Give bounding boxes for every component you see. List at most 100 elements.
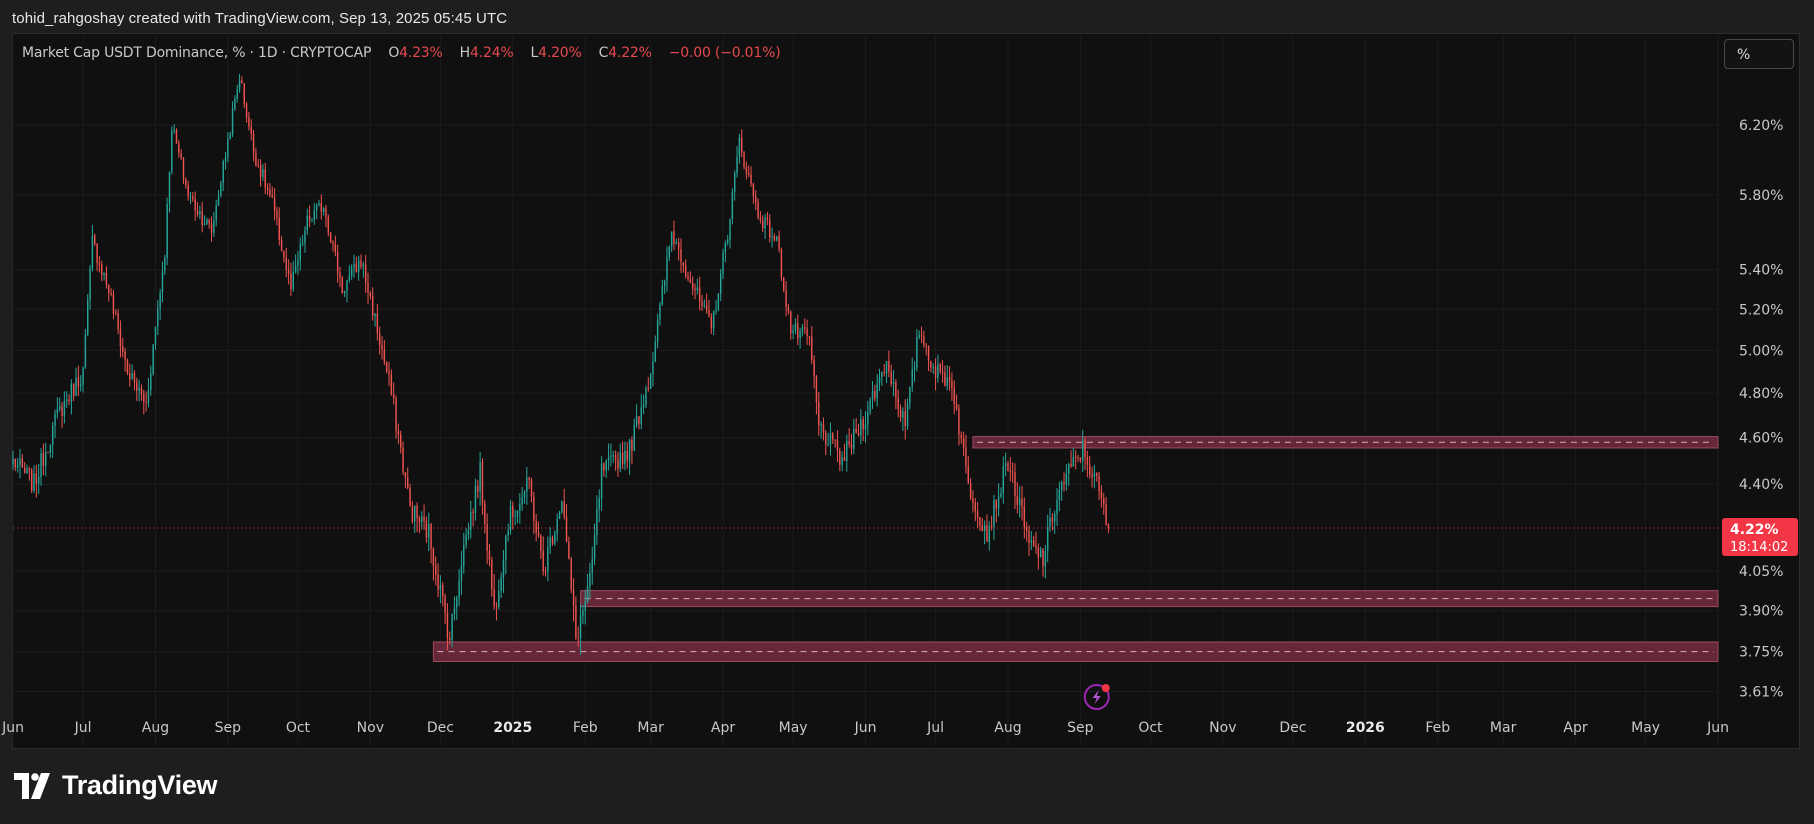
y-axis-tick-label: 3.75%: [1739, 645, 1783, 661]
candle-body: [19, 458, 21, 466]
candle-body: [217, 196, 220, 206]
candle-body: [944, 372, 946, 387]
candle-body: [390, 374, 393, 395]
candle-body: [556, 518, 558, 533]
candle-body: [783, 277, 785, 291]
candle-body: [495, 606, 498, 608]
candle-body: [969, 482, 972, 499]
candle-body: [30, 470, 33, 491]
candle-body: [411, 506, 414, 522]
candle-body: [479, 462, 481, 492]
candle-body: [867, 411, 869, 425]
candle-body: [619, 452, 621, 469]
candle-body: [311, 219, 313, 221]
candle-body: [815, 376, 818, 402]
candle-body: [834, 439, 836, 441]
candle-body: [736, 156, 738, 174]
candle-body: [715, 309, 717, 312]
candle-body: [180, 153, 182, 159]
candle-body: [231, 108, 234, 135]
candle-body: [301, 243, 304, 245]
candle-body: [1096, 472, 1098, 476]
candle-body: [1098, 475, 1100, 491]
candle-body: [1030, 540, 1033, 544]
x-axis-tick-label: Apr: [711, 720, 735, 736]
candle-body: [227, 139, 229, 157]
candle-body: [673, 231, 675, 244]
candle-body: [1053, 513, 1056, 522]
candle-body: [909, 386, 911, 404]
candle-body: [988, 525, 991, 542]
candle-body: [80, 384, 82, 387]
candle-body: [722, 252, 724, 275]
candle-body: [1058, 490, 1061, 501]
candle-body: [178, 143, 180, 154]
candle-body: [974, 502, 976, 512]
x-axis-tick-label: Aug: [994, 720, 1021, 736]
candle-body: [75, 377, 77, 396]
candle-body: [322, 208, 325, 212]
candle-body: [16, 465, 19, 468]
candle-body: [752, 183, 755, 197]
candle-body: [488, 550, 491, 561]
candle-body: [925, 345, 927, 347]
candle-body: [755, 196, 757, 203]
candle-body: [953, 388, 955, 405]
x-axis-tick-label: Dec: [427, 720, 454, 736]
candle-body: [166, 204, 168, 258]
candle-body: [336, 251, 339, 273]
candle-body: [937, 364, 939, 378]
candle-body: [185, 178, 187, 186]
percent-scale-button[interactable]: %: [1724, 39, 1794, 69]
candle-body: [960, 434, 962, 439]
candle-body: [965, 447, 967, 467]
lightning-bolt: [1092, 690, 1101, 704]
candle-body: [451, 614, 453, 641]
candle-body: [962, 438, 965, 448]
candle-body: [647, 388, 650, 390]
candle-body: [297, 260, 299, 266]
x-axis-tick-label: May: [779, 720, 808, 736]
candle-body: [850, 444, 853, 449]
candle-body: [432, 548, 435, 566]
candle-body: [733, 173, 736, 192]
x-axis-tick-label: Oct: [1138, 720, 1163, 736]
candle-body: [876, 383, 878, 399]
x-axis-tick-label: 2025: [493, 720, 532, 736]
candle-body: [792, 330, 794, 333]
high-value: 4.24%: [470, 45, 514, 61]
candle-body: [23, 467, 26, 474]
candle-body: [96, 243, 98, 263]
candle-body: [766, 217, 769, 220]
candle-body: [486, 523, 488, 551]
candle-body: [906, 403, 909, 427]
candle-body: [175, 129, 178, 144]
candle-body: [350, 267, 353, 276]
candle-body: [787, 307, 790, 312]
candle-body: [1084, 440, 1086, 458]
tradingview-branding[interactable]: TradingView: [14, 770, 218, 801]
candle-body: [280, 240, 283, 252]
candle-body: [923, 336, 925, 346]
candle-body: [607, 456, 610, 461]
candle-body: [512, 505, 514, 517]
candle-body: [456, 597, 458, 608]
candle-body: [771, 235, 773, 238]
candle-body: [1063, 482, 1065, 485]
candle-body: [283, 251, 285, 258]
candle-body: [860, 419, 862, 436]
candle-body: [430, 524, 432, 549]
candle-body: [899, 408, 902, 418]
symbol-legend[interactable]: Market Cap USDT Dominance, % · 1D · CRYP…: [22, 45, 781, 61]
candle-body: [839, 450, 841, 465]
candle-body: [276, 210, 278, 218]
candle-body: [44, 452, 47, 466]
candle-body: [778, 236, 780, 250]
candle-body: [98, 262, 101, 265]
symbol-title: Market Cap USDT Dominance, % · 1D · CRYP…: [22, 45, 372, 61]
resistance-support-zones[interactable]: [432, 436, 1719, 662]
candle-body: [848, 441, 850, 445]
candle-body: [577, 637, 579, 639]
